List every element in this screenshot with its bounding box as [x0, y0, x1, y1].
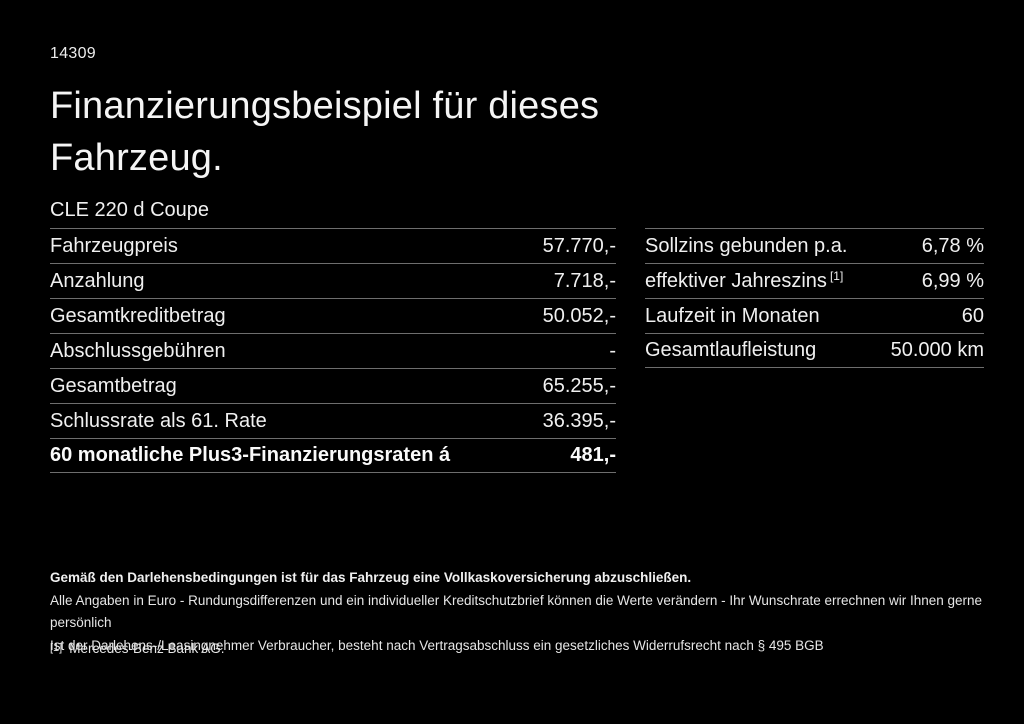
vehicle-model: CLE 220 d Coupe: [50, 199, 210, 221]
financing-table-row: Gesamtkreditbetrag 50.052,-: [50, 298, 616, 333]
conditions-table-row: Gesamtlaufleistung 50.000 km: [645, 333, 984, 368]
page-title-line2: Fahrzeug.: [50, 137, 223, 179]
disclaimer-insurance-note: Gemäß den Darlehensbedingungen ist für d…: [50, 570, 692, 585]
financing-row-label: Abschlussgebühren: [50, 339, 226, 362]
conditions-row-label: effektiver Jahreszins [1]: [645, 269, 843, 293]
financing-row-label: 60 monatliche Plus3-Finanzierungsraten á: [50, 444, 451, 466]
footnote-marker: [1]: [50, 642, 63, 654]
footnote: [1] Mercedes-Benz Bank AG.: [50, 641, 225, 656]
footnote-text: Mercedes-Benz Bank AG.: [69, 641, 225, 656]
conditions-row-label: Laufzeit in Monaten: [645, 304, 820, 327]
financing-row-value: 57.770,-: [542, 234, 616, 257]
financing-row-value: 481,-: [570, 444, 616, 466]
page-title-line1: Finanzierungsbeispiel für dieses: [50, 85, 600, 127]
conditions-row-label-text: effektiver Jahreszins: [645, 270, 827, 292]
conditions-row-value: 6,78 %: [921, 234, 984, 257]
conditions-table-row: Laufzeit in Monaten 60: [645, 298, 984, 333]
financing-row-label: Fahrzeugpreis: [50, 234, 178, 257]
conditions-row-value: 60: [961, 304, 984, 327]
conditions-row-value: 6,99 %: [921, 269, 984, 292]
financing-row-label: Anzahlung: [50, 269, 145, 292]
financing-row-label: Schlussrate als 61. Rate: [50, 409, 267, 432]
financing-table: Fahrzeugpreis 57.770,- Anzahlung 7.718,-…: [50, 228, 616, 473]
financing-row-label: Gesamtkreditbetrag: [50, 304, 226, 327]
disclaimer-line-2: Ist der Darlehens-/Leasingnehmer Verbrau…: [50, 637, 824, 653]
financing-row-value: 36.395,-: [542, 409, 616, 432]
financing-row-value: 65.255,-: [542, 374, 616, 397]
financing-table-row: Schlussrate als 61. Rate 36.395,-: [50, 403, 616, 438]
conditions-row-value: 50.000 km: [890, 339, 984, 361]
page-title: Finanzierungsbeispiel für dieses Fahrzeug…: [50, 80, 599, 184]
financing-row-value: 7.718,-: [553, 269, 616, 292]
financing-row-value: 50.052,-: [542, 304, 616, 327]
conditions-row-label: Sollzins gebunden p.a.: [645, 234, 848, 257]
conditions-row-label: Gesamtlaufleistung: [645, 339, 817, 361]
financing-table-row: Abschlussgebühren -: [50, 333, 616, 368]
disclaimer-line-1: Alle Angaben in Euro - Rundungsdifferenz…: [50, 592, 983, 631]
financing-table-row-monthly-rate: 60 monatliche Plus3-Finanzierungsraten á…: [50, 438, 616, 473]
financing-table-row: Gesamtbetrag 65.255,-: [50, 368, 616, 403]
page-id-code: 14309: [50, 45, 96, 62]
disclaimer-block: Gemäß den Darlehensbedingungen ist für d…: [50, 567, 994, 657]
conditions-table-row: Sollzins gebunden p.a. 6,78 %: [645, 228, 984, 263]
financing-row-value: -: [609, 339, 616, 362]
financing-row-label: Gesamtbetrag: [50, 374, 177, 397]
financing-table-row: Anzahlung 7.718,-: [50, 263, 616, 298]
financing-table-row: Fahrzeugpreis 57.770,-: [50, 228, 616, 263]
footnote-reference-marker: [1]: [829, 269, 844, 283]
conditions-table: Sollzins gebunden p.a. 6,78 % effektiver…: [645, 228, 984, 368]
conditions-table-row: effektiver Jahreszins [1] 6,99 %: [645, 263, 984, 298]
